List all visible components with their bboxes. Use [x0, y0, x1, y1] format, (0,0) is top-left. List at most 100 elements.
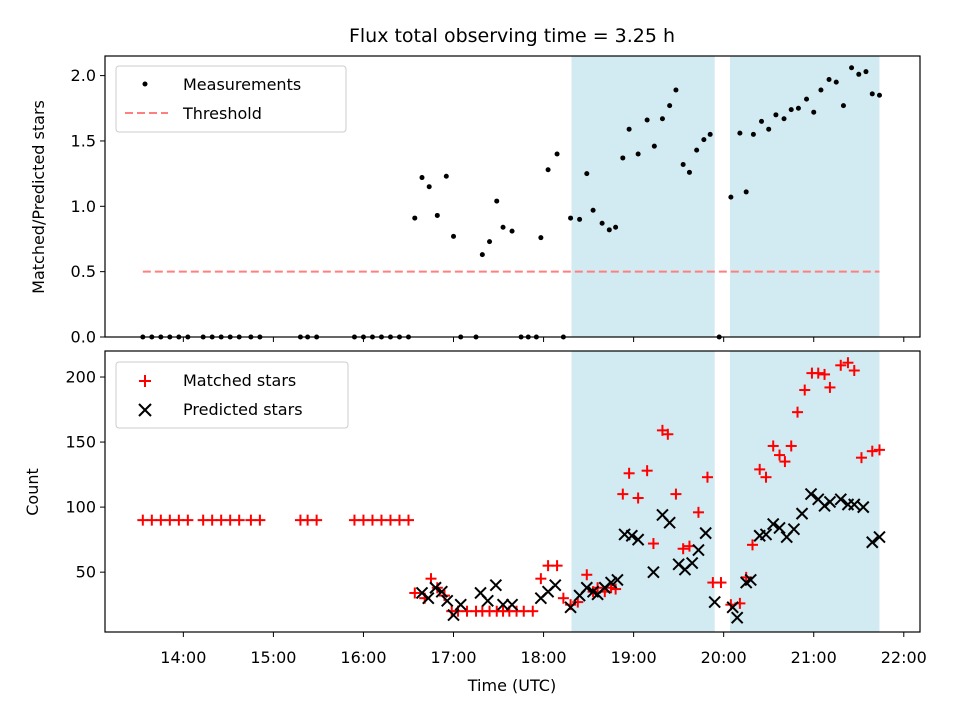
- ratio-x-ticks: [182, 337, 905, 342]
- predicted-star-point: [744, 573, 757, 587]
- shaded-interval-2: [729, 56, 880, 337]
- legend-predicted-marker: [138, 403, 152, 417]
- xtick-label: 18:00: [521, 648, 567, 667]
- matched-star-point: [715, 577, 727, 589]
- matched-star-point: [527, 605, 539, 617]
- measurement-point: [667, 103, 673, 109]
- matched-star-point: [740, 571, 752, 583]
- ratio-panel-frame: [104, 55, 921, 338]
- legend-threshold-label: Threshold: [182, 104, 262, 123]
- predicted-star-point: [564, 601, 577, 614]
- matched-star-point: [799, 384, 811, 396]
- matched-star-point: [683, 540, 695, 552]
- xtick-label: 17:00: [430, 648, 476, 667]
- matched-star-point: [551, 560, 563, 572]
- matched-star-point: [754, 463, 766, 475]
- measurement-point: [419, 175, 425, 181]
- xtick-label: 19:00: [611, 648, 657, 667]
- measurement-point: [701, 137, 707, 143]
- predicted-star-point: [685, 556, 699, 570]
- shaded-interval-1: [571, 351, 715, 632]
- matched-star-point: [182, 514, 194, 526]
- matched-star-point: [581, 569, 593, 581]
- measurement-point: [620, 155, 626, 161]
- measurement-point: [554, 151, 560, 157]
- legend-measurements-label: Measurements: [183, 75, 301, 94]
- matched-star-point: [557, 592, 569, 604]
- xtick-label: 22:00: [881, 648, 927, 667]
- measurement-point: [743, 189, 749, 195]
- matched-star-point: [233, 514, 245, 526]
- legend-matched-marker: [139, 375, 151, 387]
- matched-star-point: [819, 368, 831, 380]
- predicted-star-point: [730, 611, 744, 624]
- matched-star-point: [662, 428, 674, 440]
- count-legend: Matched stars Predicted stars: [115, 361, 349, 429]
- measurement-point: [568, 215, 574, 221]
- measurement-point: [509, 228, 515, 234]
- measurement-point: [694, 147, 700, 153]
- measurement-point: [651, 143, 657, 149]
- ratio-legend-box: [115, 65, 347, 133]
- measurement-point: [840, 103, 846, 109]
- predicted-star-point: [611, 573, 624, 587]
- matched-star-point: [535, 573, 547, 585]
- predicted-star-point: [767, 517, 780, 531]
- predicted-star-point: [708, 595, 721, 609]
- measurement-point: [487, 239, 493, 245]
- xtick-label: 15:00: [250, 648, 296, 667]
- count-panel-frame: [104, 350, 921, 633]
- measurement-point: [590, 207, 596, 213]
- legend-predicted-label: Predicted stars: [183, 400, 303, 419]
- matched-star-point: [760, 471, 772, 483]
- measurement-point: [826, 77, 832, 83]
- predicted-star-point: [804, 487, 818, 501]
- predicted-star-point: [692, 543, 705, 557]
- measurement-point: [773, 112, 779, 118]
- figure-title: Flux total observing time = 3.25 h: [349, 25, 675, 47]
- measurement-point: [673, 87, 679, 93]
- predicted-star-point: [787, 523, 801, 536]
- predicted-star-point: [505, 598, 519, 611]
- predicted-star-point: [726, 601, 739, 614]
- matched-star-point: [617, 488, 629, 500]
- matched-star-point: [692, 506, 704, 518]
- matched-star-point: [792, 406, 804, 418]
- predicted-star-point: [481, 594, 494, 607]
- measurement-point: [434, 212, 440, 218]
- predicted-star-point: [422, 591, 435, 605]
- legend-matched-label: Matched stars: [183, 371, 296, 390]
- matched-star-point: [670, 488, 682, 500]
- measurement-point: [788, 107, 794, 113]
- predicted-star-point: [848, 498, 861, 511]
- matched-star-point: [866, 445, 878, 457]
- ratio-panel: 0.00.51.01.52.0 Matched/Predicted stars …: [29, 55, 921, 347]
- shaded-interval-1: [571, 56, 715, 337]
- predicted-star-point: [454, 598, 467, 611]
- matched-star-point: [641, 465, 653, 477]
- measurement-point: [833, 79, 839, 85]
- matched-star-point: [835, 359, 847, 371]
- matched-star-point: [767, 440, 779, 452]
- matched-star-point: [701, 471, 713, 483]
- predicted-star-point: [823, 495, 837, 509]
- measurement-point: [750, 131, 756, 137]
- measurement-point: [759, 118, 765, 124]
- legend-measurements-marker: [142, 81, 148, 87]
- ratio-ytick-label: 2.0: [71, 66, 96, 85]
- matched-star-point: [610, 583, 622, 595]
- measurement-point: [500, 224, 506, 230]
- predicted-star-point: [699, 526, 712, 540]
- matched-star-point: [824, 381, 836, 393]
- measurement-point: [426, 184, 432, 190]
- count-panel: 50 100 150 200 14:00 15:00 16:00 17:00 18:00 19:…: [23, 350, 927, 695]
- measurement-point: [781, 116, 787, 122]
- predicted-star-point: [663, 516, 676, 529]
- measurement-point: [811, 109, 817, 115]
- predicted-star-point: [549, 578, 562, 592]
- matched-star-point: [647, 538, 659, 550]
- predicted-star-point: [857, 500, 870, 514]
- xtick-label: 21:00: [791, 648, 837, 667]
- measurement-point: [856, 71, 862, 77]
